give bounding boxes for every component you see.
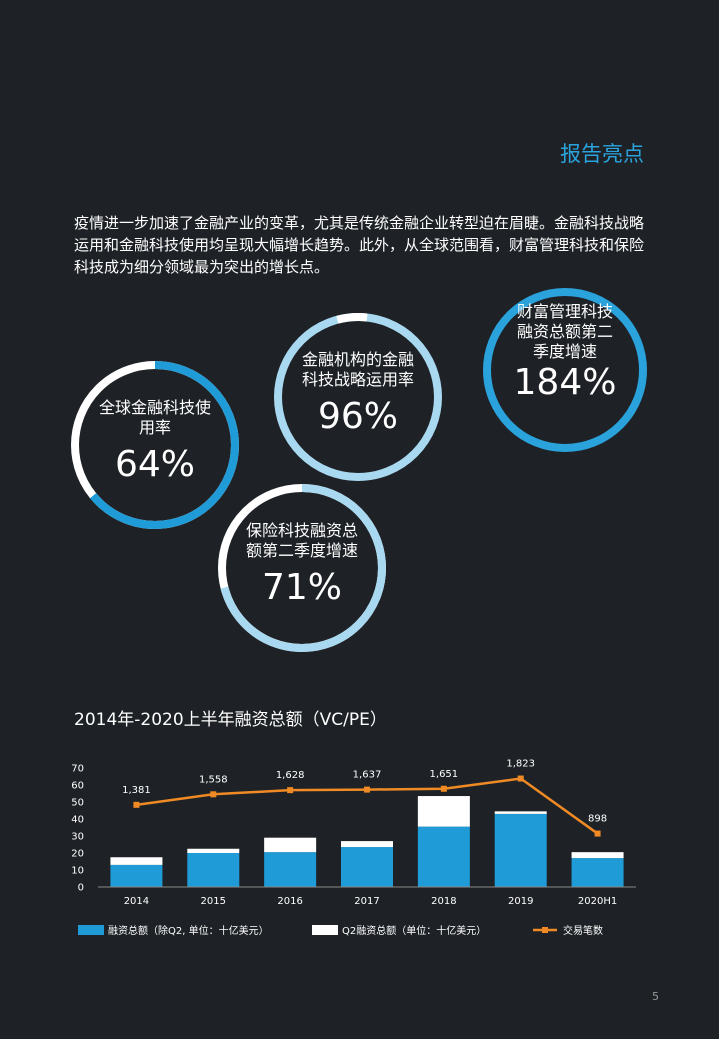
rings	[71, 288, 647, 652]
y-tick-label: 40	[71, 815, 84, 826]
highlight-label: 金融机构的金融科技战略运用率	[302, 350, 415, 389]
bar	[417, 796, 470, 827]
bar	[264, 837, 317, 853]
data-label: 898	[588, 814, 607, 825]
legend-swatch	[312, 925, 338, 935]
ring-arc	[218, 484, 386, 652]
bar	[417, 826, 470, 887]
intro-text: 疫情进一步加速了金融产业的变革，尤其是传统金融企业转型迫在眉睫。金融科技战略运用…	[74, 214, 645, 276]
legend-label: Q2融资总额（单位：十亿美元）	[342, 924, 486, 937]
highlight-value: 184%	[513, 362, 617, 403]
ring-arc	[274, 313, 442, 482]
data-label: 1,651	[430, 769, 459, 780]
x-tick-label: 2016	[277, 896, 302, 907]
y-tick-label: 10	[71, 866, 84, 877]
y-tick-label: 50	[71, 798, 84, 809]
legend-label: 融资总额（除Q2, 单位：十亿美元）	[108, 924, 269, 937]
x-tick-label: 2020H1	[578, 896, 617, 907]
bar	[571, 852, 624, 859]
highlight: 全球金融科技使用率 64%	[75, 398, 235, 485]
marker	[364, 786, 370, 793]
marker	[210, 791, 217, 798]
y-tick-label: 70	[71, 764, 84, 775]
highlight-value: 96%	[317, 396, 398, 437]
y-tick-label: 60	[71, 781, 84, 792]
bar	[264, 852, 317, 887]
legend-label: 交易笔数	[563, 924, 603, 937]
x-tick-label: 2019	[508, 896, 533, 907]
bar	[341, 847, 393, 887]
highlight: 保险科技融资总额第二季度增速 71%	[222, 521, 382, 608]
highlight: 金融机构的金融科技战略运用率 96%	[278, 350, 438, 437]
legend-swatch	[78, 925, 104, 935]
data-label: 1,628	[276, 770, 305, 781]
x-tick-label: 2017	[354, 896, 379, 907]
bar	[110, 857, 163, 865]
marker	[517, 775, 524, 782]
bar	[187, 848, 240, 853]
data-label: 1,558	[199, 774, 228, 785]
data-label: 1,637	[353, 770, 382, 781]
y-tick-label: 20	[71, 849, 84, 860]
data-label: 1,381	[122, 785, 151, 796]
highlight-label: 全球金融科技使用率	[99, 398, 212, 437]
highlight: 财富管理科技融资总额第二季度增速 184%	[485, 302, 645, 403]
page-number: 5	[652, 990, 659, 1003]
highlight-value: 64%	[114, 444, 195, 485]
bar	[341, 841, 393, 848]
bar	[110, 864, 163, 887]
x-tick-label: 2014	[124, 896, 149, 907]
legend-swatch	[542, 927, 548, 933]
x-tick-label: 2015	[201, 896, 226, 907]
bar	[187, 853, 240, 887]
highlight-label: 保险科技融资总额第二季度增速	[246, 521, 359, 560]
ring-base	[483, 288, 647, 452]
highlight-label: 财富管理科技融资总额第二季度增速	[517, 302, 614, 361]
x-tick-label: 2018	[431, 896, 456, 907]
chart: 0 10 20 30 40 50 60 70 1,381 1,558 1,628 1,637 1,651…	[71, 759, 636, 937]
chart-title: 2014年-2020上半年融资总额（VC/PE）	[74, 710, 387, 730]
data-label: 1,823	[506, 759, 535, 770]
y-tick-label: 0	[78, 883, 84, 894]
ring-arc	[71, 361, 239, 529]
bar	[571, 858, 624, 887]
bar	[494, 813, 547, 887]
header-title: 报告亮点	[560, 142, 644, 166]
highlight-value: 71%	[261, 567, 342, 608]
marker	[287, 787, 294, 794]
bar	[494, 811, 547, 814]
y-tick-label: 30	[71, 832, 84, 843]
marker	[440, 785, 447, 792]
marker	[594, 830, 601, 837]
marker	[133, 801, 140, 808]
